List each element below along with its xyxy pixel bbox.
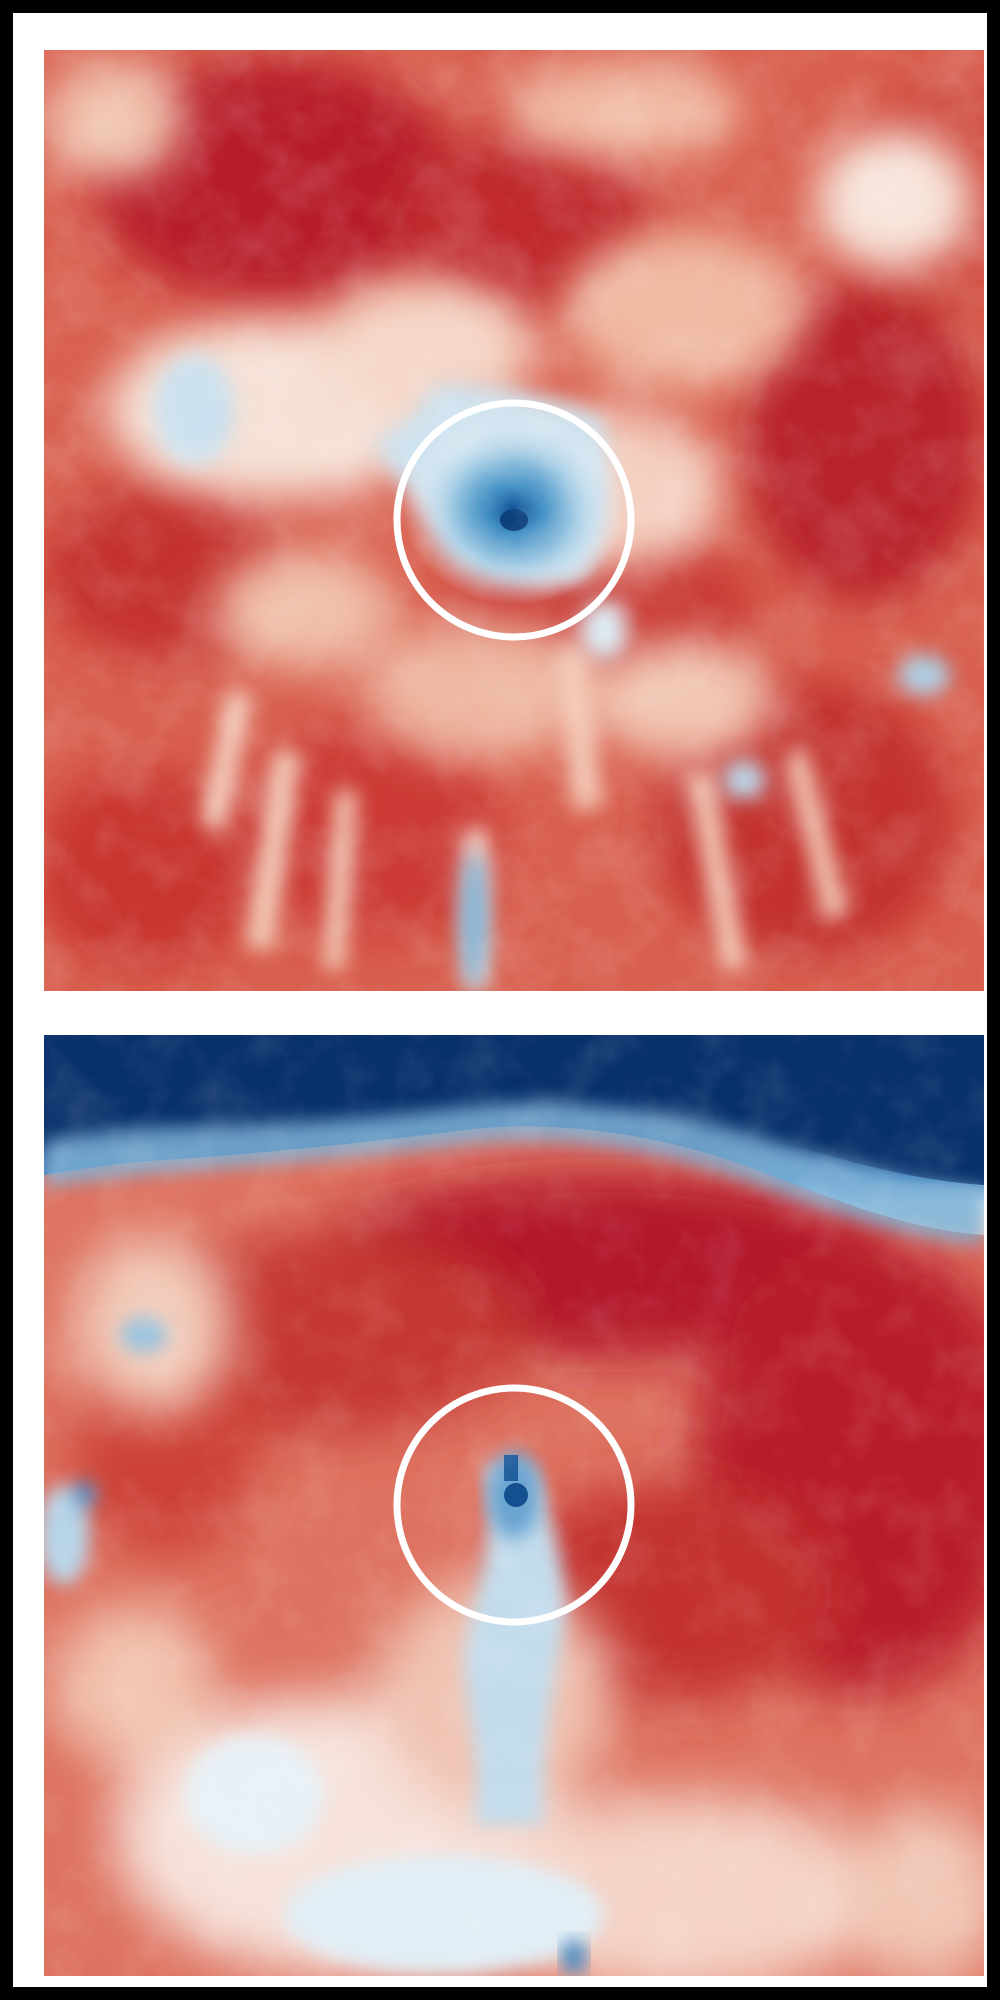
- top-texture: [44, 50, 984, 991]
- top-heatmap: [44, 50, 984, 991]
- bottom-texture: [44, 1035, 984, 1976]
- figure-frame: [13, 13, 987, 1987]
- top-heatmap-panel: [44, 50, 984, 991]
- bottom-heatmap: [44, 1035, 984, 1976]
- bottom-marker-circle: [393, 1384, 635, 1626]
- top-marker-circle: [393, 399, 635, 641]
- bottom-heatmap-panel: [44, 1035, 984, 1976]
